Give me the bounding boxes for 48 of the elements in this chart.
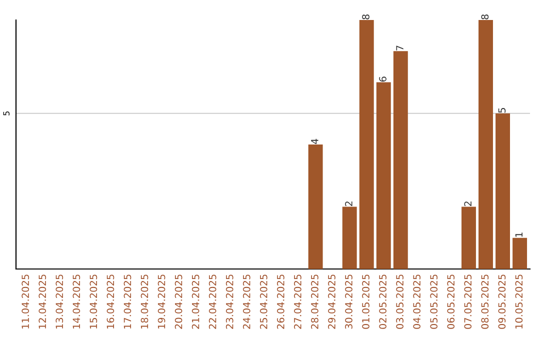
x-tick-label: 21.04.2025 (192, 274, 200, 329)
x-tick-label: 19.04.2025 (158, 274, 166, 328)
data-label: 7 (396, 46, 404, 50)
data-label: 2 (345, 202, 352, 206)
bar (359, 20, 374, 269)
bar (308, 144, 323, 269)
x-tick-label: 29.04.2025 (328, 274, 336, 329)
x-tick-label: 05.05.2025 (430, 274, 438, 329)
x-tick-label: 25.04.2025 (260, 274, 268, 329)
x-tick-label: 28.04.2025 (311, 274, 318, 329)
x-tick-label: 03.05.2025 (396, 274, 404, 329)
x-tick-label: 02.05.2025 (379, 274, 386, 329)
bar (393, 51, 408, 269)
bar (342, 206, 357, 269)
x-tick-label: 26.04.2025 (276, 274, 284, 329)
data-label: 5 (498, 108, 506, 113)
bar (496, 113, 510, 269)
x-tick-label: 13.04.2025 (56, 274, 64, 328)
x-tick-label: 24.04.2025 (242, 274, 250, 329)
x-tick-label: 23.04.2025 (226, 274, 234, 329)
x-tick-label: 09.05.2025 (498, 274, 506, 329)
bar (376, 82, 391, 269)
x-tick-label: 16.04.2025 (106, 274, 114, 328)
data-label: 8 (481, 14, 489, 20)
x-tick-label: 30.04.2025 (345, 274, 352, 329)
x-tick-label: 27.04.2025 (294, 274, 302, 329)
bar (512, 238, 528, 269)
x-tick-label: 17.04.2025 (124, 274, 132, 328)
x-tick-label: 04.05.2025 (413, 274, 420, 329)
bar (461, 206, 476, 269)
x-tick-label: 18.04.2025 (140, 274, 148, 328)
x-tick-label: 14.04.2025 (72, 274, 80, 328)
data-label: 8 (362, 14, 370, 20)
x-tick-label: 08.05.2025 (481, 274, 489, 329)
data-label: 4 (311, 138, 318, 144)
x-tick-label: 20.04.2025 (174, 274, 182, 329)
data-label: 6 (379, 76, 386, 82)
x-tick-label: 12.04.2025 (38, 274, 46, 328)
data-label: 2 (464, 202, 472, 206)
x-tick-label: 11.04.2025 (22, 274, 30, 328)
x-tick-label: 22.04.2025 (208, 274, 216, 329)
x-tick-label: 07.05.2025 (464, 274, 472, 329)
bar (478, 20, 493, 269)
data-label: 1 (515, 232, 522, 237)
x-tick-label: 06.05.2025 (447, 274, 455, 329)
x-tick-label: 10.05.2025 (515, 274, 523, 328)
x-tick-label: 01.05.2025 (362, 274, 370, 329)
x-tick-label: 15.04.2025 (90, 274, 98, 328)
